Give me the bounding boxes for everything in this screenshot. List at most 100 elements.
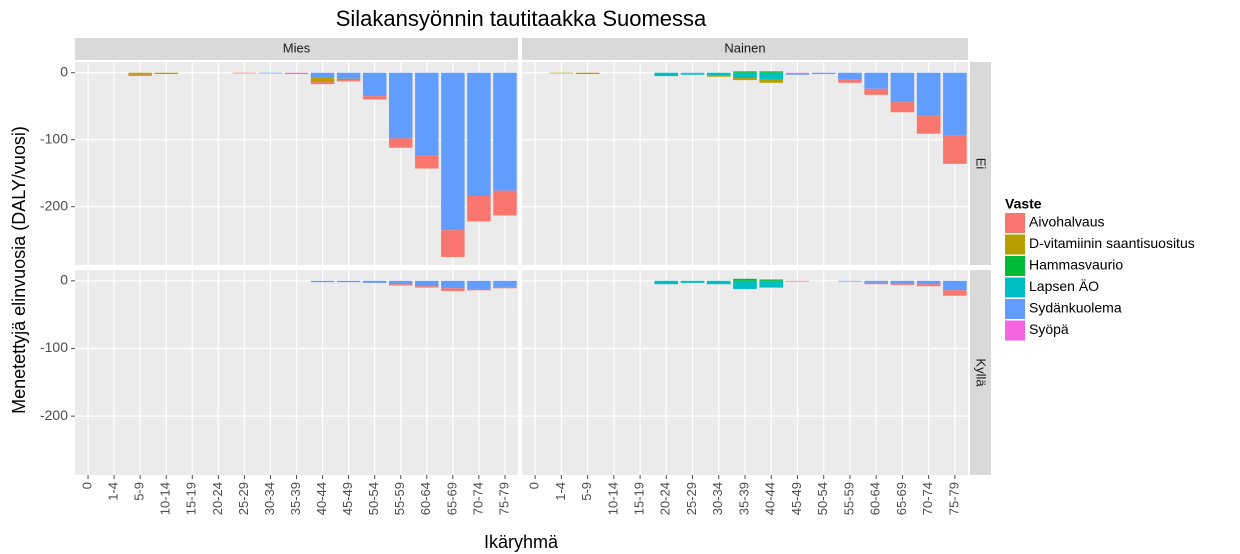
y-tick-label: -100: [40, 339, 68, 355]
bar-segment: [733, 78, 757, 81]
x-tick-label: 40-44: [314, 482, 329, 515]
legend-label: Aivohalvaus: [1029, 214, 1105, 230]
x-tick-label: 25-29: [684, 482, 699, 515]
bar-segment: [362, 96, 387, 100]
x-tick-label: 60-64: [868, 482, 883, 515]
bar-segment: [336, 80, 361, 82]
bar-segment: [415, 286, 439, 288]
x-tick-label: 65-69: [894, 482, 909, 515]
bar-segment: [415, 155, 439, 169]
bar-segment: [811, 72, 836, 75]
legend-label: Lapsen ÄO: [1029, 278, 1099, 294]
bar-segment: [733, 280, 757, 289]
x-tick-label: 55-59: [841, 482, 856, 515]
bar-segment: [759, 79, 784, 83]
bar-segment: [916, 280, 941, 285]
bar-segment: [890, 72, 915, 103]
bar-segment: [493, 72, 517, 191]
bar-segment: [759, 72, 784, 80]
bar-segment: [310, 72, 335, 78]
bar-segment: [441, 288, 465, 291]
bar-segment: [284, 73, 309, 75]
y-tick-label: 0: [60, 63, 68, 79]
bar-segment: [759, 280, 784, 288]
bar-segment: [785, 280, 810, 282]
bar-segment: [759, 71, 784, 73]
bar-segment: [389, 138, 413, 148]
legend-title: Vaste: [1005, 196, 1042, 212]
legend-swatch: [1005, 320, 1025, 341]
facet-label: Ei: [974, 158, 989, 170]
x-tick-label: 20-24: [658, 482, 673, 515]
x-tick-label: 75-79: [946, 482, 961, 515]
legend-swatch: [1005, 256, 1025, 276]
bar-segment: [362, 280, 387, 283]
x-axis-label: Ikäryhmä: [484, 532, 559, 552]
bar-segment: [154, 72, 178, 75]
x-tick-label: 0: [527, 482, 542, 489]
x-tick-label: 20-24: [210, 482, 225, 515]
legend-swatch: [1005, 234, 1025, 255]
bar-segment: [128, 74, 152, 77]
bar-segment: [336, 72, 361, 79]
bar-segment: [943, 280, 967, 291]
facet-strip: [522, 38, 968, 60]
x-tick-label: 65-69: [444, 482, 459, 515]
x-tick-label: 1-4: [106, 482, 121, 501]
bar-segment: [890, 283, 915, 285]
bar-segment: [785, 72, 810, 74]
bar-segment: [943, 135, 967, 164]
bar-segment: [493, 286, 517, 289]
x-tick-label: 30-34: [710, 482, 725, 515]
x-tick-label: 10-14: [158, 482, 173, 515]
x-tick-label: 45-49: [340, 482, 355, 515]
bar-segment: [467, 280, 491, 289]
bar-segment: [838, 280, 862, 282]
y-tick-label: -200: [40, 197, 68, 213]
bar-segment: [943, 72, 967, 136]
bar-segment: [890, 102, 915, 113]
x-tick-label: 40-44: [763, 482, 778, 515]
bar-segment: [441, 230, 465, 257]
bar-segment: [916, 72, 941, 116]
legend-swatch: [1005, 299, 1025, 319]
x-tick-label: 30-34: [262, 482, 277, 515]
facet-label: Nainen: [724, 40, 765, 55]
bar-segment: [389, 280, 413, 285]
x-tick-label: 70-74: [920, 482, 935, 515]
x-tick-label: 35-39: [736, 482, 751, 515]
facet-strip: [75, 38, 518, 60]
bar-segment: [838, 72, 862, 80]
bar-segment: [838, 79, 862, 83]
x-tick-label: 1-4: [553, 482, 568, 501]
facet-label: Mies: [283, 40, 311, 55]
bar-segment: [493, 280, 517, 287]
bar-segment: [232, 72, 257, 74]
bar-segment: [441, 280, 465, 289]
bar-segment: [733, 278, 757, 281]
legend-label: Syöpä: [1029, 321, 1069, 337]
bar-segment: [733, 71, 757, 73]
x-tick-label: 15-19: [184, 482, 199, 515]
bar-segment: [680, 280, 705, 283]
bar-segment: [284, 72, 309, 74]
bar-segment: [310, 280, 335, 283]
x-tick-label: 35-39: [288, 482, 303, 515]
facet-label: Kyllä: [974, 358, 989, 387]
x-tick-label: 55-59: [392, 482, 407, 515]
bar-segment: [493, 190, 517, 216]
y-axis-label: Menetettyjä elinvuosia (DALY/vuosi): [9, 126, 29, 414]
bar-segment: [864, 280, 888, 283]
bar-segment: [310, 82, 335, 85]
bar-segment: [389, 284, 413, 286]
legend-swatch: [1005, 277, 1025, 298]
y-tick-label: 0: [60, 272, 68, 288]
bar-segment: [467, 195, 491, 222]
bar-segment: [890, 280, 915, 284]
bar-segment: [916, 116, 941, 134]
x-tick-label: 15-19: [631, 482, 646, 515]
x-tick-label: 25-29: [236, 482, 251, 515]
bar-segment: [706, 72, 731, 76]
bar-segment: [706, 280, 731, 285]
